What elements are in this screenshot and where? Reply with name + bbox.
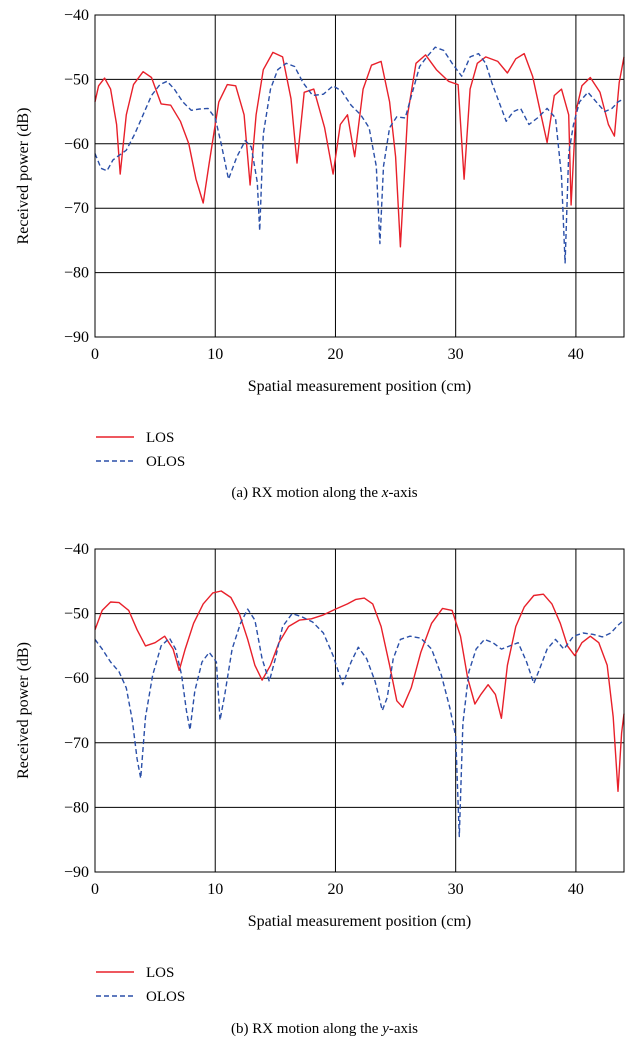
y-axis-label: Received power (dB) [15, 642, 32, 779]
caption-suffix: -axis [389, 1021, 418, 1037]
y-tick-label: −70 [64, 735, 89, 752]
y-tick-label: −50 [64, 606, 89, 623]
x-axis-label: Spatial measurement position (cm) [248, 378, 472, 395]
x-tick-label: 0 [91, 881, 99, 898]
chart-caption: (a) RX motion along the x-axis [231, 485, 417, 501]
legend-label-los: LOS [146, 965, 174, 981]
y-tick-label: −60 [64, 136, 89, 153]
caption-var: y [380, 1021, 389, 1037]
chart-caption: (b) RX motion along the y-axis [231, 1021, 418, 1037]
series-line-olos [94, 46, 625, 264]
series-line-olos [94, 608, 625, 838]
series-line-los [94, 51, 625, 248]
x-tick-label: 20 [327, 346, 343, 363]
y-axis-label: Received power (dB) [15, 108, 32, 245]
y-tick-label: −90 [64, 329, 89, 346]
legend-label-los: LOS [146, 430, 174, 446]
y-tick-label: −80 [64, 265, 89, 282]
plot-frame [94, 14, 625, 338]
y-tick-label: −60 [64, 670, 89, 687]
x-tick-label: 40 [568, 346, 584, 363]
x-tick-label: 10 [207, 346, 223, 363]
x-tick-label: 0 [91, 346, 99, 363]
x-tick-label: 20 [327, 881, 343, 898]
caption-prefix: (b) RX motion along the [231, 1021, 382, 1037]
caption-prefix: (a) RX motion along the [231, 485, 381, 501]
caption-var: x [381, 485, 389, 501]
y-tick-label: −40 [64, 7, 89, 24]
x-tick-label: 30 [448, 346, 464, 363]
y-tick-label: −90 [64, 864, 89, 881]
x-axis-label: Spatial measurement position (cm) [248, 913, 472, 930]
y-tick-label: −40 [64, 541, 89, 558]
legend-label-olos: OLOS [146, 989, 185, 1005]
caption-suffix: -axis [388, 485, 417, 501]
plot-frame [94, 548, 625, 873]
x-tick-label: 40 [568, 881, 584, 898]
legend-label-olos: OLOS [146, 454, 185, 470]
series-line-los [94, 590, 625, 792]
y-tick-label: −80 [64, 799, 89, 816]
y-tick-label: −50 [64, 71, 89, 88]
y-tick-label: −70 [64, 200, 89, 217]
x-tick-label: 30 [448, 881, 464, 898]
x-tick-label: 10 [207, 881, 223, 898]
